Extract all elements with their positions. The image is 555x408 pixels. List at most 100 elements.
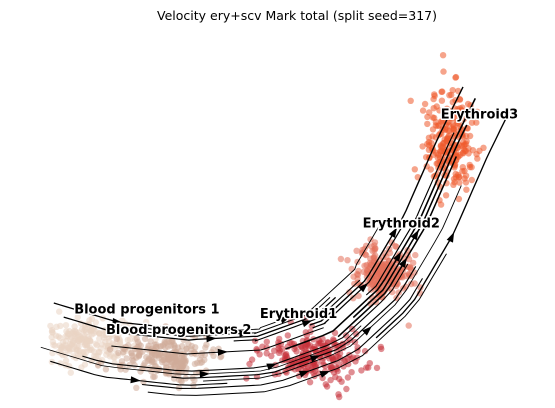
cell-point (63, 322, 69, 328)
cell-point (424, 121, 430, 127)
cell-point (156, 355, 162, 361)
cell-point (111, 360, 117, 366)
cell-point (345, 374, 351, 380)
cell-point (178, 361, 184, 367)
cell-point (440, 68, 446, 74)
cell-point (56, 308, 62, 314)
cell-point (210, 353, 216, 359)
cell-point (412, 280, 418, 286)
cell-point (422, 101, 428, 107)
cell-point (343, 386, 349, 392)
cell-point (459, 168, 465, 174)
cell-point (430, 96, 436, 102)
cell-point (371, 254, 377, 260)
cell-point (439, 88, 445, 94)
cell-point (93, 319, 99, 325)
cell-point (65, 345, 71, 351)
cell-point (429, 133, 435, 139)
cell-point (53, 324, 59, 330)
cell-point (451, 176, 457, 182)
cell-point (128, 350, 134, 356)
cell-point (149, 348, 155, 354)
cell-point (81, 332, 87, 338)
cell-point (65, 330, 71, 336)
cell-point (171, 363, 177, 369)
cell-point (87, 327, 93, 333)
cell-point (424, 141, 430, 147)
cell-point (452, 74, 458, 80)
cell-point (285, 332, 291, 338)
cell-point (440, 140, 446, 146)
cell-point (202, 344, 208, 350)
cell-point (282, 352, 288, 358)
cell-point (460, 150, 466, 156)
cell-point (133, 354, 139, 360)
cell-point (440, 52, 446, 58)
cell-point (348, 369, 354, 375)
cell-point (52, 343, 58, 349)
cell-point (431, 105, 437, 111)
velocity-arrowhead (130, 376, 140, 383)
cell-point (374, 365, 380, 371)
cluster-label: Erythroid1 (260, 307, 337, 322)
cell-point (82, 342, 88, 348)
cell-point (446, 92, 452, 98)
cell-point (192, 361, 198, 367)
cell-point (279, 346, 285, 352)
cell-point (87, 338, 93, 344)
cell-point (103, 366, 109, 372)
cell-point (246, 361, 252, 367)
cell-point (443, 192, 449, 198)
cell-point (93, 341, 99, 347)
cell-point (151, 374, 157, 380)
cell-point (165, 357, 171, 363)
cell-point (412, 252, 418, 258)
cell-point (171, 345, 177, 351)
cell-point (133, 385, 139, 391)
cell-point (77, 348, 83, 354)
cell-point (465, 101, 471, 107)
cell-point (378, 346, 384, 352)
cell-point (324, 383, 330, 389)
cell-point (145, 358, 151, 364)
cluster-label: Blood progenitors 1 (74, 303, 219, 318)
cell-point (408, 98, 414, 104)
cell-point (412, 166, 418, 172)
cell-point (315, 341, 321, 347)
cell-point (420, 107, 426, 113)
cell-point (474, 155, 480, 161)
cell-point (120, 349, 126, 355)
cell-point (74, 334, 80, 340)
cell-point (60, 339, 66, 345)
cell-point (456, 179, 462, 185)
velocity-arrowhead (447, 232, 454, 243)
cell-point (131, 362, 137, 368)
cell-point (355, 268, 361, 274)
cell-point (160, 342, 166, 348)
cell-point (271, 348, 277, 354)
cell-point (430, 114, 436, 120)
cell-point (55, 333, 61, 339)
cluster-label: Blood progenitors 2 (106, 323, 251, 338)
cell-point (107, 346, 113, 352)
cell-point (192, 344, 198, 350)
cell-point (338, 379, 344, 385)
cell-point (95, 353, 101, 359)
cell-point (392, 243, 398, 249)
cell-point (468, 164, 474, 170)
cell-point (96, 330, 102, 336)
cell-point (193, 351, 199, 357)
cell-point (371, 247, 377, 253)
cell-point (327, 377, 333, 383)
cell-point (469, 177, 475, 183)
cell-point (367, 360, 373, 366)
cell-point (338, 256, 344, 262)
cell-point (68, 370, 74, 376)
cell-point (307, 379, 313, 385)
cell-point (344, 257, 350, 263)
chart-title: Velocity ery+scv Mark total (split seed=… (157, 8, 437, 23)
cell-point (480, 145, 486, 151)
cell-point (439, 98, 445, 104)
cluster-label: Erythroid3 (441, 107, 518, 122)
